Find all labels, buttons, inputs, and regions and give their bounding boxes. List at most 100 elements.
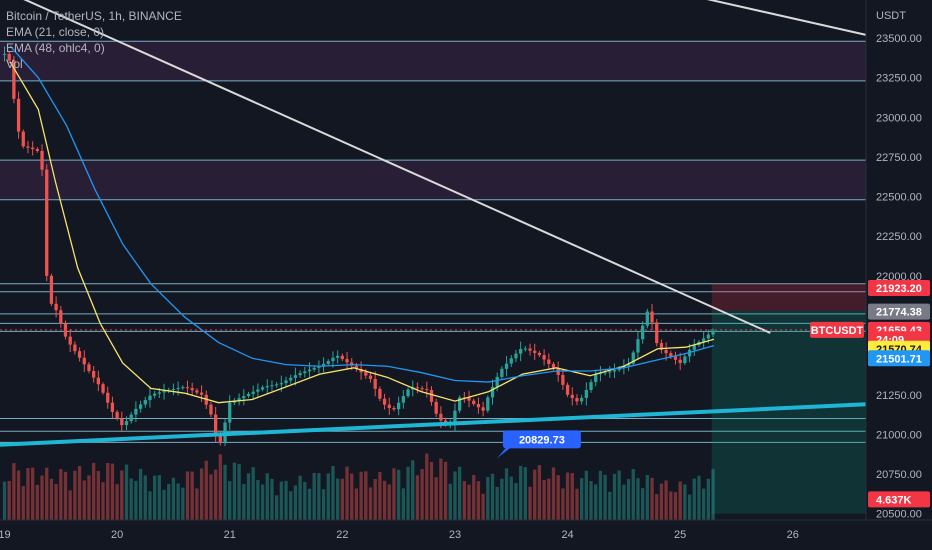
candle-body [49,275,54,304]
symbol-title[interactable]: Bitcoin / TetherUS, 1h, BINANCE [6,9,182,23]
volume-bar [228,481,232,520]
volume-bar [124,464,129,520]
candle-body [364,372,368,376]
volume-bar [641,488,645,520]
volume-bar [565,472,570,520]
volume-bar [387,484,391,520]
volume-bar [195,488,199,520]
volume-bar [706,478,710,520]
candle-body [16,98,21,132]
volume-bar [106,463,110,520]
candle-body [655,322,659,344]
volume-bar [87,475,91,520]
candle-body [692,345,696,350]
volume-bar [702,488,706,520]
volume-bar [434,477,438,520]
volume-bar [359,471,363,520]
volume-bar [77,465,82,520]
volume-bar [490,473,495,520]
candle-body [354,365,359,369]
candle-body [110,402,115,412]
volume-legend[interactable]: Vol [6,57,23,71]
candle-body [439,413,443,421]
volume-bar [26,468,30,520]
candle-body [7,53,11,61]
volume-bar [523,467,527,520]
candle-body [73,344,77,352]
trendline-descending-upper [706,0,867,36]
candle-body [495,376,499,387]
candle-body [176,388,180,390]
price-tag-label: 4.637K [876,494,912,506]
candle-body [392,407,396,410]
volume-bar [35,484,39,520]
candle-body [96,377,100,385]
price-tick-label: 22000.00 [876,271,922,283]
volume-bar [326,473,330,520]
candle-body [702,338,706,342]
volume-bar [345,466,349,520]
volume-bar [458,466,462,520]
candle-body [45,169,49,276]
time-axis-background [0,520,932,550]
candle-body [87,364,91,371]
volume-bar [669,491,673,520]
candle-body [584,390,588,398]
candle-body [533,350,537,353]
volume-bar [12,463,16,520]
volume-bar [603,474,607,520]
volume-bar [636,478,640,520]
price-axis-background [866,0,932,550]
candle-body [153,393,157,396]
volume-bar [486,477,490,520]
volume-bar [631,468,635,520]
candle-body [406,389,410,397]
candle-body [157,392,161,394]
candle-body [106,392,110,403]
candle-body [425,389,429,391]
candle-body [598,373,603,375]
candle-body [373,378,377,389]
volume-bar [594,484,598,520]
candle-body [589,382,593,390]
candle-body [251,391,255,394]
candle-body [162,391,166,393]
candle-body [340,355,344,360]
volume-bar [481,493,485,520]
candle-body [523,348,527,350]
volume-bar [101,482,105,520]
ema48-legend[interactable]: EMA (48, ohlc4, 0) [6,41,105,55]
candle-body [528,348,532,351]
volume-bar [542,479,546,520]
volume-bar [580,478,584,520]
resistance-zone [0,160,866,200]
volume-bar [443,461,448,520]
candle-body [181,387,185,389]
candle-body [453,410,457,424]
candle-body [242,396,246,399]
volume-bar [307,488,312,520]
price-tick-label: 22500.00 [876,192,922,204]
annotation-label: 20829.73 [519,434,565,446]
volume-bar [21,486,25,520]
price-tick-label: 23500.00 [876,33,922,45]
candle-body [40,150,44,170]
candle-body [669,353,673,357]
volume-bar [617,470,621,520]
time-tick-label: 20 [111,529,123,541]
volume-bar [199,468,204,520]
volume-bar [354,488,359,520]
candle-body [237,398,241,401]
price-tick-label: 21000.00 [876,429,922,441]
volume-bar [687,494,692,520]
ema21-legend[interactable]: EMA (21, close, 0) [6,25,105,39]
volume-bar [570,473,574,520]
volume-bar [500,478,504,520]
volume-bar [275,495,279,520]
volume-bar [476,481,481,520]
candle-body [504,363,509,369]
candle-body [547,359,551,364]
volume-bar [504,468,509,520]
